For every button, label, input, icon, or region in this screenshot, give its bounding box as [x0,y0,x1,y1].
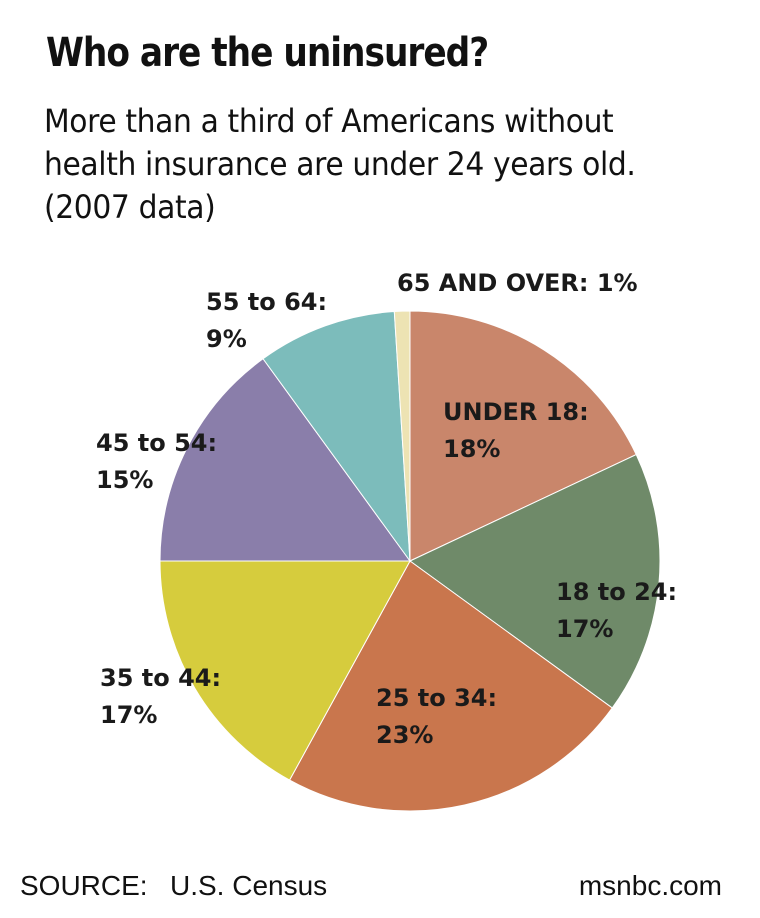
pie-slice-18-to-24 [409,453,661,709]
subtitle-line-1: More than a third of Americans without [44,102,614,140]
pie-slice-55-to-64 [262,310,411,563]
pie-slice-35-to-44 [159,560,411,781]
slice-value-18-to-24: 17% [556,615,613,643]
slice-value-25-to-34: 23% [376,721,433,749]
slice-value-45-to-54: 15% [96,466,153,494]
slice-value-55-to-64: 9% [206,325,247,353]
pie-slice-under-18 [409,310,637,562]
slice-label-under-18: UNDER 18: [443,398,589,426]
slice-label-45-to-54: 45 to 54: [96,429,217,457]
slice-label-25-to-34: 25 to 34: [376,684,497,712]
slice-value-under-18: 18% [443,435,500,463]
credit-text: msnbc.com [578,870,722,901]
pie-slice-65-and-over [393,310,411,562]
source-text: U.S. Census [170,870,328,901]
subtitle-line-2: health insurance are under 24 years old. [44,145,636,183]
chart-subtitle: More than a third of Americans without h… [44,100,724,229]
slice-label-18-to-24: 18 to 24: [556,578,677,606]
subtitle-line-3: (2007 data) [44,188,216,226]
slice-value-35-to-44: 17% [100,701,157,729]
chart-title: Who are the uninsured? [46,30,489,76]
source-label: SOURCE: [20,870,148,901]
pie-slice-25-to-34 [288,560,613,812]
slice-label-65-and-over: 65 AND OVER: 1% [397,269,638,297]
slice-label-55-to-64: 55 to 64: [206,288,327,316]
slice-label-35-to-44: 35 to 44: [100,664,221,692]
pie-slice-45-to-54 [159,358,411,562]
